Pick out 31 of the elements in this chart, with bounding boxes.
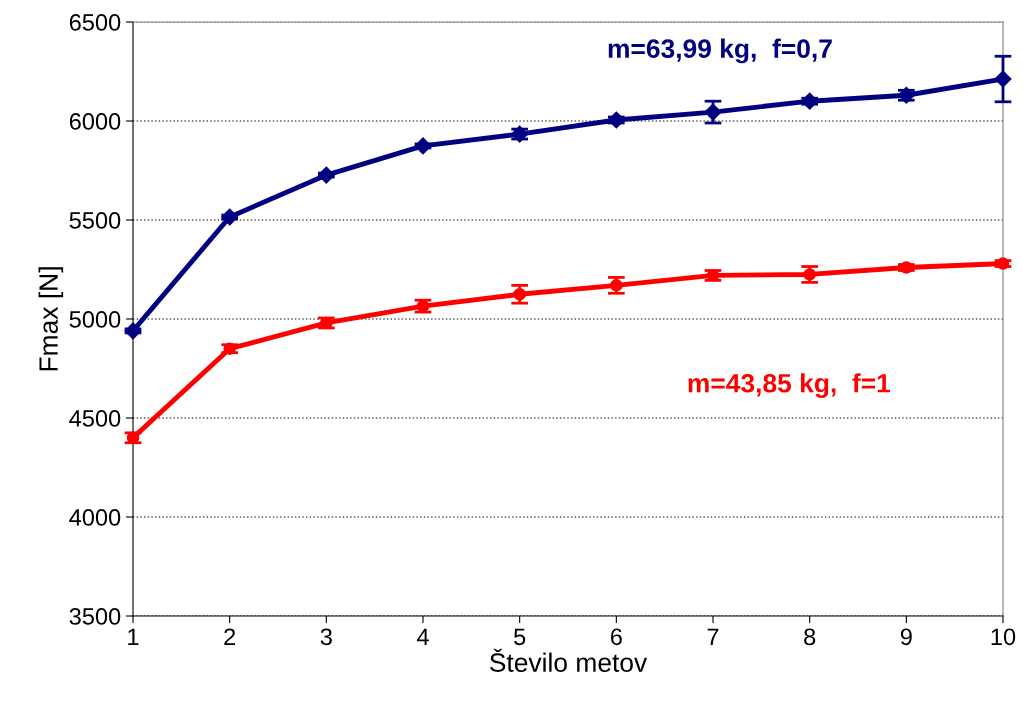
y-tick-label: 5500 [69,212,121,229]
y-tick-label: 5000 [69,311,121,328]
series-label: m=63,99 kg, f=0,7 [608,38,832,64]
point [221,208,239,226]
point [803,268,816,281]
point [996,257,1010,270]
x-tick-label: 10 [991,628,1016,646]
text: m=43,85 kg, f=1 [688,373,891,398]
point [900,261,913,274]
x-tick-label: 9 [900,628,912,646]
y-tick-label: 6000 [69,113,121,130]
point [320,316,333,330]
x-tick-label: 2 [224,628,236,645]
x-tick-label: 3 [320,628,332,646]
x-tick-label: 1 [128,628,139,645]
point [317,166,335,184]
y-tick-label: 4000 [69,509,121,526]
x-tick-label: 8 [804,628,816,646]
x-tick-label: 6 [610,628,622,646]
y-tick-label: 4500 [69,410,121,427]
y-axis-title: Fmax [N] [38,267,64,371]
x-tick-label: 7 [707,628,719,645]
x-tick-label: 5 [514,628,526,646]
point [223,342,236,355]
point [124,322,142,340]
y-tick-label: 3500 [69,608,121,625]
x-tick-label: 4 [416,628,429,645]
point [610,279,623,292]
y-tick-label: 6500 [69,14,121,31]
point [994,70,1012,88]
x-axis-title: Število metov [490,648,648,672]
